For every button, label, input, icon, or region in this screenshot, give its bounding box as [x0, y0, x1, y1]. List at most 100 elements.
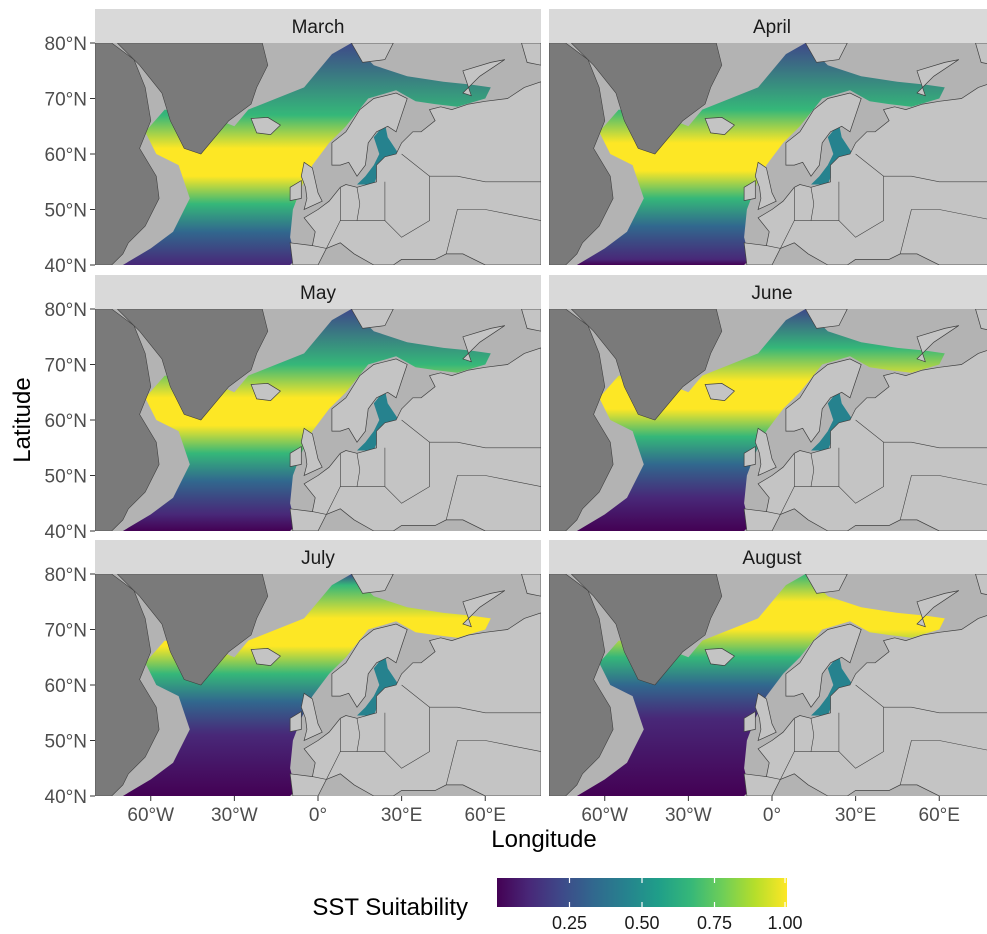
sst-suitability-field [122, 309, 491, 531]
country-border [384, 419, 430, 504]
land-eurasia [289, 612, 541, 796]
lon-tick-label: 30°E [835, 805, 876, 826]
country-border [340, 453, 361, 487]
land-greenland [116, 43, 269, 155]
land-ireland [743, 445, 756, 468]
sst-suitability-field [576, 574, 945, 796]
land-iceland [704, 648, 735, 666]
land-scandinavia [331, 358, 408, 443]
land-siberiaislands [521, 43, 541, 66]
land-britain [300, 427, 323, 477]
baltic-sea [811, 389, 853, 451]
colorbar-legend: SST Suitability 0.25 0.50 0.75 1.00 [312, 878, 803, 933]
land-britain [754, 692, 777, 742]
country-border [445, 740, 541, 785]
land-ireland [743, 179, 756, 202]
land-svalbard [350, 309, 394, 329]
land-greenland [570, 574, 723, 686]
land-siberiaislands [975, 43, 987, 64]
land-north-america [95, 43, 160, 265]
land-eurasia [743, 615, 987, 796]
lat-tick-label: 70°N [45, 356, 87, 377]
lat-tick-label: 70°N [45, 90, 87, 111]
country-border [445, 209, 541, 254]
land-svalbard [805, 309, 848, 329]
land-iceland [704, 383, 735, 401]
lon-tick-label: 30°E [381, 805, 422, 826]
country-border [766, 718, 795, 780]
country-border [384, 153, 430, 238]
lat-tick-label: 50°N [45, 201, 87, 222]
land-scandinavia [331, 623, 408, 708]
map-panel-june: June [549, 275, 987, 531]
land-scandinavia [785, 623, 862, 708]
land-britain [754, 427, 777, 477]
land-britain [300, 161, 323, 211]
lon-tick-label: 60°W [127, 805, 174, 826]
facet-label: April [753, 17, 791, 38]
country-border [899, 209, 987, 254]
lat-tick-label: 40°N [45, 256, 87, 277]
country-border [340, 718, 361, 752]
country-border [445, 475, 541, 520]
land-ireland [289, 710, 302, 733]
land-north-america [549, 574, 614, 796]
land-north-america [549, 43, 614, 265]
land-novaya [462, 59, 505, 97]
land-scandinavia [785, 92, 862, 177]
land-eurasia [743, 350, 987, 531]
facet-strip [95, 540, 541, 574]
longitude-ticks: 60°W 30°W 0° 30°E 60°E 60°W 30°W 0° 30°E 60°E [127, 796, 960, 826]
map-panel-april: April [549, 9, 987, 265]
land-novaya [916, 59, 959, 97]
latitude-ticks: 80°N 70°N 60°N 50°N 40°N 80°N 70°N 60°N 50°N 40°N… [45, 34, 95, 808]
lat-tick-label: 50°N [45, 732, 87, 753]
facet-label: June [751, 283, 792, 304]
lat-tick-label: 60°N [45, 145, 87, 166]
lat-tick-label: 80°N [45, 300, 87, 321]
lon-tick-label: 30°W [211, 805, 258, 826]
lat-tick-label: 70°N [45, 621, 87, 642]
country-border [766, 187, 795, 249]
country-border [312, 453, 341, 515]
country-border [838, 419, 884, 504]
land-greenland [116, 574, 269, 686]
lon-tick-label: 60°E [465, 805, 506, 826]
facet-strip [95, 275, 541, 309]
legend-tick-label: 0.50 [624, 913, 659, 933]
baltic-sea [357, 123, 399, 185]
legend-title: SST Suitability [312, 894, 468, 921]
lat-tick-label: 80°N [45, 34, 87, 55]
land-siberiaislands [521, 574, 541, 597]
land-svalbard [350, 574, 394, 594]
country-border [899, 475, 987, 520]
lat-tick-label: 40°N [45, 787, 87, 808]
land-ireland [289, 179, 302, 202]
land-siberiaislands [975, 309, 987, 330]
sst-suitability-field [122, 574, 491, 796]
lat-tick-label: 40°N [45, 522, 87, 543]
x-axis-title: Longitude [491, 826, 596, 853]
legend-tick-label: 1.00 [767, 913, 802, 933]
country-border [794, 187, 815, 221]
sst-suitability-field [576, 43, 945, 265]
land-svalbard [805, 574, 848, 594]
facet-strip [549, 275, 987, 309]
land-greenland [570, 309, 723, 421]
map-panel-august: August [549, 540, 987, 796]
land-novaya [462, 325, 505, 363]
map-panel-march: March [95, 9, 541, 265]
country-border [384, 684, 430, 769]
land-scandinavia [785, 358, 862, 443]
land-ireland [743, 710, 756, 733]
land-eurasia [289, 81, 541, 265]
land-ireland [289, 445, 302, 468]
land-greenland [570, 43, 723, 155]
legend-tick-label: 0.75 [697, 913, 732, 933]
land-britain [300, 692, 323, 742]
facet-label: July [301, 548, 335, 569]
legend-tick-label: 0.25 [552, 913, 587, 933]
country-border [312, 187, 341, 249]
land-novaya [916, 590, 959, 628]
